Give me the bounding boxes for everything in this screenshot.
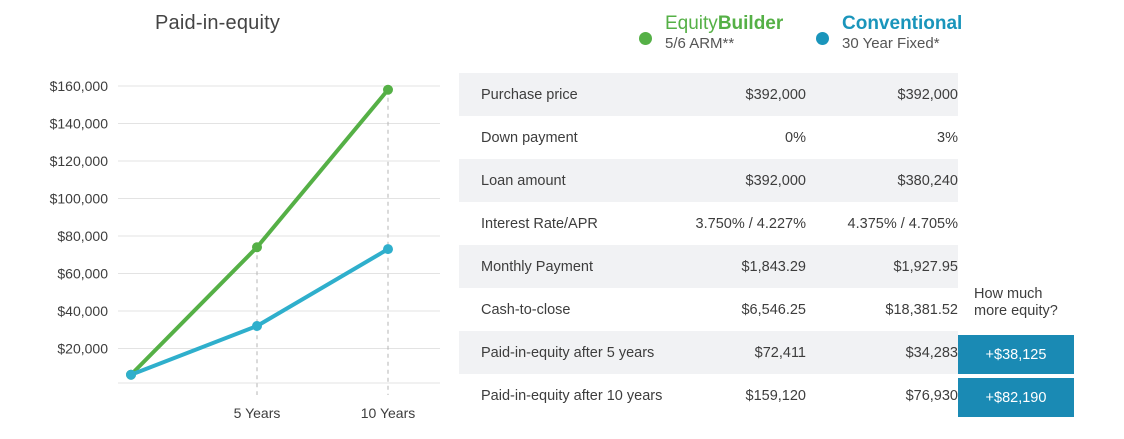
equitybuilder-value: $392,000 (745, 86, 806, 103)
conventional-dot-icon (816, 32, 829, 45)
more-equity-label: How much more equity? (974, 286, 1058, 319)
y-tick-label: $20,000 (57, 341, 108, 357)
equitybuilder-value: $72,411 (754, 344, 806, 361)
row-label: Paid-in-equity after 10 years (481, 387, 663, 404)
data-point-equitybuilder (383, 84, 393, 95)
legend-equitybuilder: EquityBuilder 5/6 ARM** (639, 13, 783, 54)
equitybuilder-subtitle: 5/6 ARM** (665, 35, 735, 52)
y-tick-label: $140,000 (50, 116, 109, 132)
data-point-conventional (383, 244, 393, 255)
conventional-value: $76,930 (905, 387, 958, 404)
row-label: Loan amount (481, 172, 566, 189)
row-label: Purchase price (481, 86, 578, 103)
conventional-value: $1,927.95 (893, 258, 958, 275)
row-label: Cash-to-close (481, 301, 571, 318)
equitybuilder-value: $1,843.29 (741, 258, 806, 275)
paid-in-equity-chart: $20,000 $40,000 $60,000 $80,000 $100,000 $120… (50, 78, 440, 421)
row-label: Monthly Payment (481, 258, 594, 275)
equitybuilder-value: $392,000 (745, 172, 806, 189)
conventional-subtitle: 30 Year Fixed* (842, 35, 940, 52)
equitybuilder-value: 3.750% / 4.227% (695, 215, 806, 232)
x-tick-label: 10 Years (361, 405, 416, 421)
conventional-value: $380,240 (897, 172, 958, 189)
row-label: Down payment (481, 129, 578, 146)
y-tick-label: $60,000 (57, 266, 108, 282)
conventional-value: $34,283 (905, 344, 958, 361)
table-row: Monthly Payment $1,843.29 $1,927.95 (459, 245, 958, 288)
equity-difference-10-years: +$82,190 (958, 378, 1074, 417)
equitybuilder-dot-icon (639, 32, 652, 45)
conventional-value: $392,000 (897, 86, 958, 103)
conventional-value: 4.375% / 4.705% (847, 215, 958, 232)
chart-title: Paid-in-equity (155, 12, 281, 34)
legend-conventional: Conventional 30 Year Fixed* (816, 13, 962, 54)
equitybuilder-value: 0% (785, 129, 806, 146)
conventional-name: Conventional (842, 13, 963, 34)
x-tick-label: 5 Years (234, 405, 281, 421)
series-line-conventional (129, 247, 390, 377)
equitybuilder-value: $6,546.25 (741, 301, 806, 318)
table-row: Purchase price $392,000 $392,000 (459, 73, 958, 116)
table-row: Cash-to-close $6,546.25 $18,381.52 (459, 288, 958, 331)
y-tick-label: $80,000 (57, 228, 108, 244)
row-label: Interest Rate/APR (481, 215, 598, 232)
data-point-conventional (126, 369, 136, 380)
data-point-equitybuilder (252, 242, 262, 253)
equitybuilder-value: $159,120 (745, 387, 806, 404)
conventional-value: 3% (937, 129, 958, 146)
conventional-value: $18,381.52 (885, 301, 958, 318)
y-tick-label: $100,000 (50, 191, 109, 207)
table-row: Paid-in-equity after 10 years $159,120 $76… (459, 374, 958, 417)
equity-difference-5-years: +$38,125 (958, 335, 1074, 374)
y-tick-label: $120,000 (50, 153, 109, 169)
comparison-table: Purchase price $392,000 $392,000 Down paym… (459, 73, 958, 417)
table-row: Loan amount $392,000 $380,240 (459, 159, 958, 202)
table-row: Down payment 0% 3% (459, 116, 958, 159)
y-tick-label: $40,000 (57, 303, 108, 319)
equitybuilder-name: EquityBuilder (665, 13, 784, 34)
row-label: Paid-in-equity after 5 years (481, 344, 655, 361)
y-tick-label: $160,000 (50, 78, 109, 94)
table-row: Interest Rate/APR 3.750% / 4.227% 4.375% /… (459, 202, 958, 245)
data-point-conventional (252, 321, 262, 331)
series-line-equitybuilder (129, 87, 390, 377)
table-row: Paid-in-equity after 5 years $72,411 $34,2… (459, 331, 958, 374)
